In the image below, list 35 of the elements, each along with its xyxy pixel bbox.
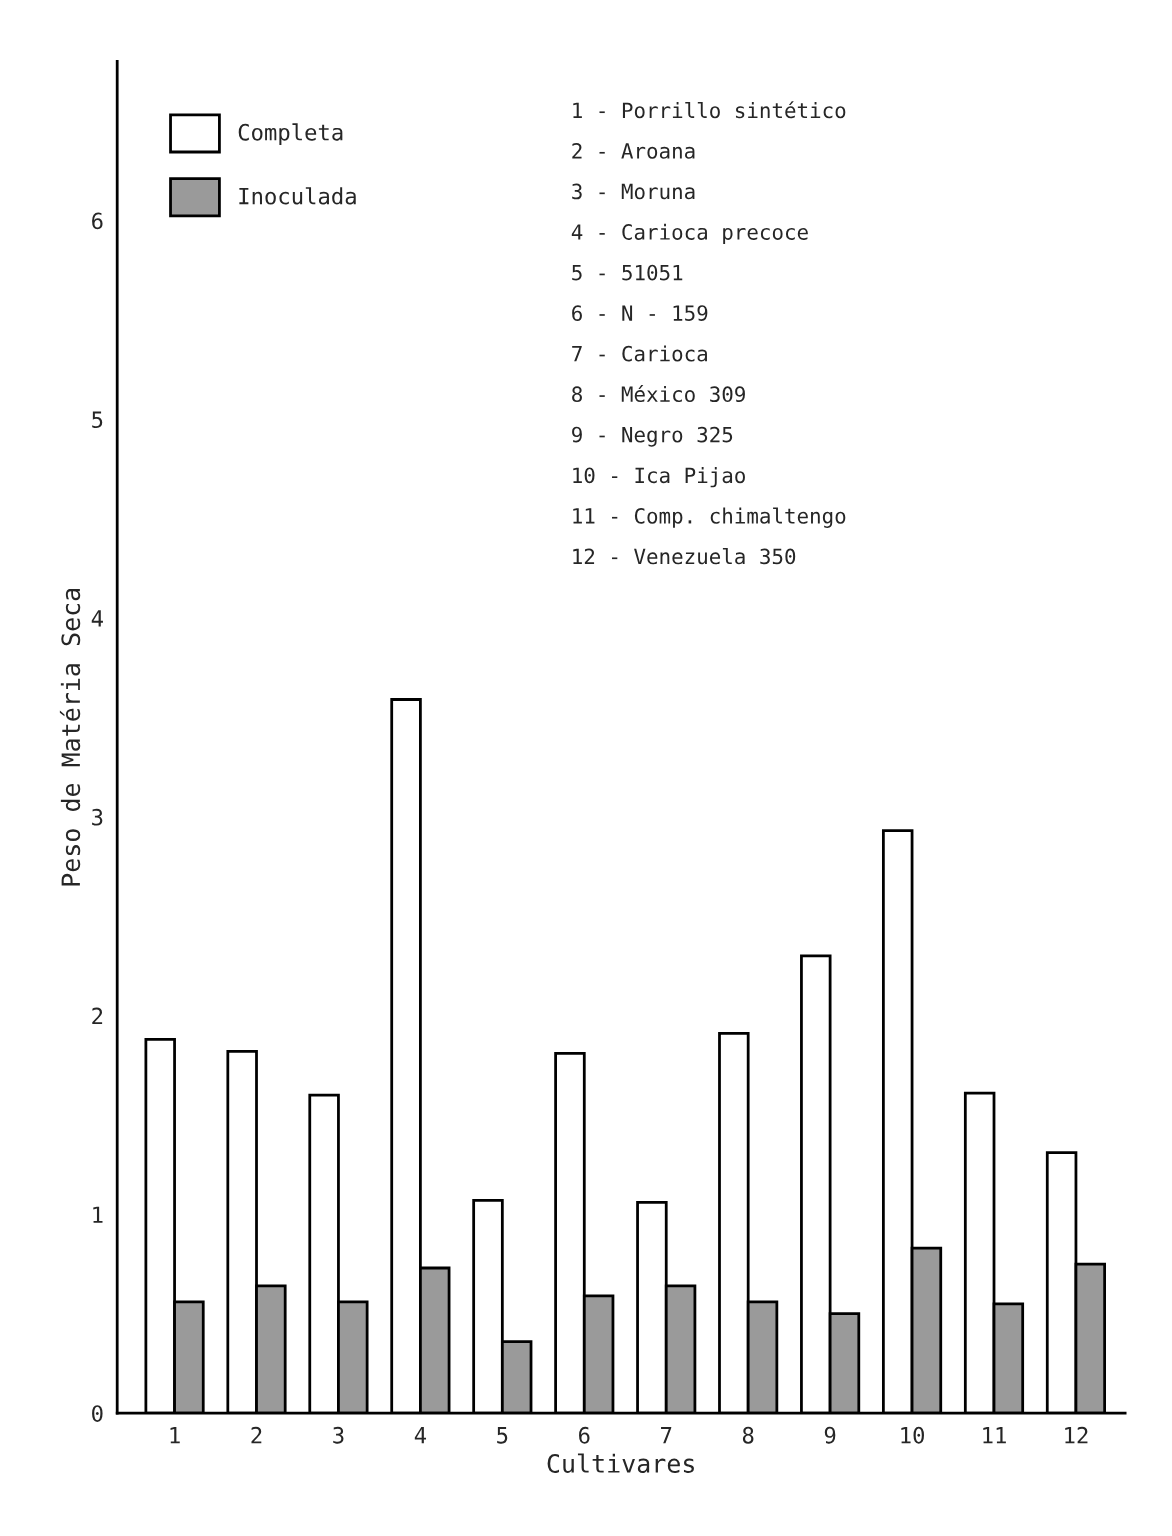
y-tick-label: 0 [92,1405,103,1422]
x-axis-title: Cultivares [547,1453,694,1473]
x-tick-label: 11 [983,1427,1006,1444]
y-axis-title: Peso de Matéria Seca [59,588,81,886]
x-tick-label: 10 [901,1426,924,1444]
legend-label: Inoculada [239,187,356,205]
x-tick-label: 6 [579,1426,590,1444]
annotation: 11 - Comp. chimaltengo [573,507,846,528]
annotation: 4 - Carioca precoce [571,223,808,244]
x-tick-label: 12 [1065,1426,1088,1444]
y-tick-label: 5 [92,411,103,429]
annotation: 7 - Carioca [572,345,707,362]
x-tick-label: 3 [333,1426,344,1444]
y-tick-label: 4 [91,610,103,627]
legend-label: Completa [238,123,343,145]
x-tick-label: 9 [824,1426,836,1444]
annotation: 6 - N - 159 [572,305,708,321]
x-tick-label: 5 [497,1427,508,1444]
annotation: 5 - 51051 [572,264,683,281]
annotation: 9 - Negro 325 [572,426,733,447]
annotation: 2 - Aroana [572,143,695,159]
x-tick-label: 2 [251,1426,262,1444]
y-tick-label: 3 [92,808,103,826]
annotation: 12 - Venezuela 350 [573,548,796,565]
x-tick-label: 1 [170,1427,180,1444]
annotation: 10 - Ica Pijao [573,467,745,488]
x-tick-label: 8 [742,1426,754,1444]
annotation: 8 - México 309 [572,385,745,403]
annotation: 1 - Porrillo sintético [573,101,846,119]
y-tick-label: 2 [92,1007,103,1025]
y-tick-label: 6 [92,212,103,230]
x-tick-label: 4 [414,1427,427,1444]
y-tick-label: 1 [93,1206,103,1223]
x-tick-label: 7 [661,1427,672,1444]
annotation: 3 - Moruna [572,183,695,200]
